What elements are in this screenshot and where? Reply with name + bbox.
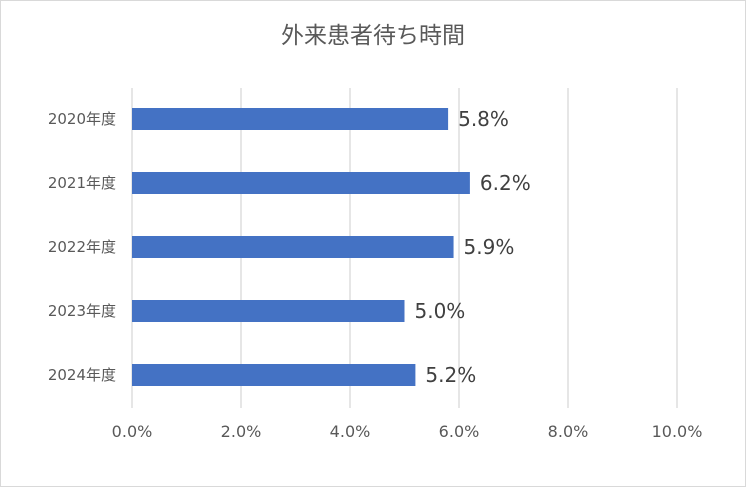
category-label: 2024年度 <box>48 366 116 384</box>
bar <box>132 236 454 258</box>
category-label: 2021年度 <box>48 174 116 192</box>
category-label: 2022年度 <box>48 238 116 256</box>
bars <box>132 108 470 386</box>
x-tick-label: 4.0% <box>330 422 371 441</box>
x-axis-tick-labels: 0.0% 2.0% 4.0% 6.0% 8.0% 10.0% <box>112 422 703 441</box>
bar <box>132 300 405 322</box>
x-tick-label: 6.0% <box>439 422 480 441</box>
bar <box>132 364 416 386</box>
data-label: 6.2% <box>480 171 531 195</box>
x-tick-label: 2.0% <box>221 422 262 441</box>
x-tick-label: 8.0% <box>548 422 589 441</box>
data-labels: 5.8% 6.2% 5.9% 5.0% 5.2% <box>415 107 531 387</box>
category-label: 2020年度 <box>48 110 116 128</box>
data-label: 5.2% <box>425 363 476 387</box>
data-label: 5.8% <box>458 107 509 131</box>
bar <box>132 108 449 130</box>
bar <box>132 172 470 194</box>
category-label: 2023年度 <box>48 302 116 320</box>
chart-title: 外来患者待ち時間 <box>281 23 465 49</box>
x-tick-label: 0.0% <box>112 422 153 441</box>
data-label: 5.0% <box>415 299 466 323</box>
data-label: 5.9% <box>464 235 515 259</box>
category-labels: 2020年度 2021年度 2022年度 2023年度 2024年度 <box>48 110 116 384</box>
x-tick-label: 10.0% <box>652 422 703 441</box>
